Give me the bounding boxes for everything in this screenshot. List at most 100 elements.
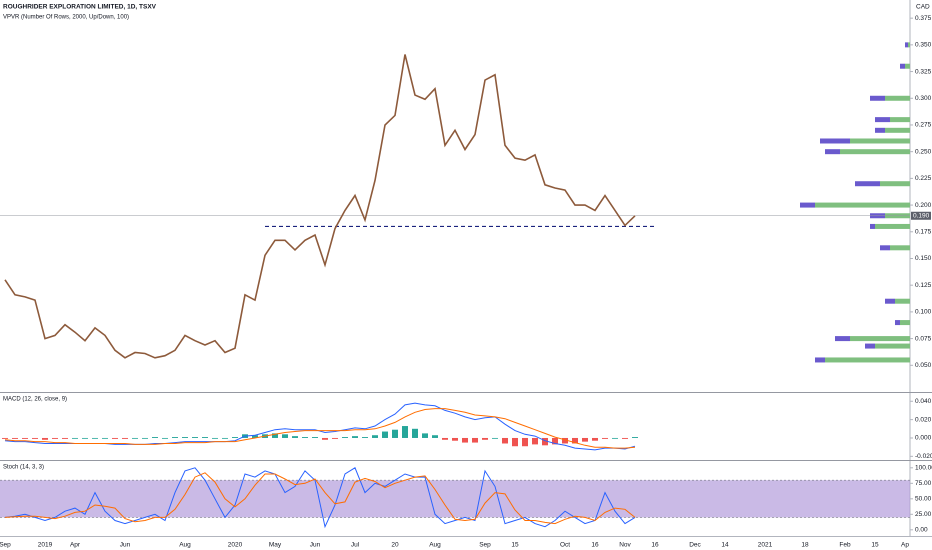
band-fill <box>0 480 910 518</box>
histogram-bar <box>102 437 108 439</box>
x-tick-label: Sep <box>479 542 491 549</box>
y-tick-label: 0.020 <box>915 416 932 423</box>
volume-down-bar <box>855 181 880 187</box>
histogram-bar <box>2 437 8 439</box>
y-tick-label: 0.075 <box>915 335 932 342</box>
x-tick-label: Jun <box>310 542 321 549</box>
x-tick-label: 2020 <box>228 542 243 549</box>
histogram-bar <box>422 433 428 438</box>
volume-down-bar <box>880 245 890 251</box>
volume-down-bar <box>875 117 890 123</box>
x-tick-label: 14 <box>721 542 729 549</box>
indicator-label: VPVR (Number Of Rows, 2000, Up/Down, 100… <box>3 15 129 21</box>
volume-down-bar <box>870 95 885 101</box>
histogram-bar <box>572 437 578 444</box>
histogram-bar <box>482 437 488 440</box>
volume-up-bar <box>895 298 910 304</box>
volume-up-bar <box>825 357 910 363</box>
histogram-bar <box>432 435 438 438</box>
y-tick-label: 0.150 <box>915 255 932 262</box>
y-tick-label: 0.275 <box>915 122 932 129</box>
volume-down-bar <box>820 138 850 144</box>
histogram-bar <box>322 437 328 440</box>
histogram-bar <box>582 437 588 442</box>
volume-up-bar <box>880 181 910 187</box>
histogram-bar <box>402 426 408 438</box>
x-tick-label: Aug <box>429 542 441 549</box>
y-tick-label: 0.100 <box>915 309 932 316</box>
y-tick-label: 0.050 <box>915 362 932 369</box>
histogram-bar <box>512 437 518 447</box>
x-tick-label: Ap <box>901 542 909 549</box>
y-tick-label: 0.225 <box>915 175 932 182</box>
y-tick-label: 0.325 <box>915 68 932 75</box>
histogram-bar <box>52 437 58 439</box>
histogram-bar <box>542 437 548 446</box>
currency-label: CAD <box>916 4 930 11</box>
histogram-bar <box>12 437 18 439</box>
y-tick-label: 0.250 <box>915 148 932 155</box>
histogram-bar <box>22 437 28 439</box>
histogram-bar <box>342 437 348 438</box>
histogram-bar <box>222 437 228 439</box>
volume-up-bar <box>908 42 910 48</box>
histogram-bar <box>632 437 638 438</box>
x-tick-label: 2021 <box>758 542 773 549</box>
volume-up-bar <box>885 95 910 101</box>
histogram-bar <box>362 437 368 438</box>
histogram-bar <box>312 437 318 438</box>
histogram-bar <box>32 437 38 439</box>
series-line <box>4 54 636 359</box>
volume-down-bar <box>875 127 885 133</box>
histogram-bar <box>492 437 498 439</box>
histogram-bar <box>152 437 158 438</box>
volume-up-bar <box>875 343 910 349</box>
x-tick-label: 15 <box>511 542 519 549</box>
histogram-bar <box>272 433 278 438</box>
y-tick-label: 0.350 <box>915 42 932 49</box>
y-tick-label: 25.00 <box>915 511 932 518</box>
chart-title: ROUGHRIDER EXPLORATION LIMITED, 1D, TSXV <box>3 4 157 11</box>
volume-down-bar <box>870 223 875 229</box>
histogram-bar <box>382 431 388 438</box>
y-tick-label: 0.300 <box>915 95 932 102</box>
histogram-bar <box>42 437 48 440</box>
x-tick-label: Sep <box>0 542 11 549</box>
x-tick-label: 18 <box>801 542 809 549</box>
y-tick-label: 0.125 <box>915 282 932 289</box>
histogram-bar <box>532 437 538 445</box>
histogram-bar <box>522 437 528 447</box>
histogram-bar <box>352 436 358 438</box>
volume-down-bar <box>815 357 825 363</box>
histogram-bar <box>252 435 258 438</box>
volume-down-bar <box>895 320 900 326</box>
x-tick-label: Jul <box>351 542 360 549</box>
volume-up-bar <box>850 336 910 342</box>
histogram-bar <box>62 437 68 439</box>
histogram-bar <box>442 437 448 440</box>
volume-down-bar <box>900 63 905 69</box>
volume-up-bar <box>890 117 910 123</box>
histogram-bar <box>282 434 288 438</box>
indicator-label: Stoch (14, 3, 3) <box>3 465 44 471</box>
y-tick-label: 50.00 <box>915 496 932 503</box>
histogram-bar <box>72 437 78 439</box>
series-line <box>4 408 636 449</box>
x-tick-label: Dec <box>689 542 701 549</box>
histogram-bar <box>182 437 188 438</box>
y-tick-label: 0.200 <box>915 202 932 209</box>
histogram-bar <box>122 437 128 439</box>
histogram-bar <box>392 429 398 438</box>
histogram-bar <box>112 437 118 439</box>
x-tick-label: 16 <box>591 542 599 549</box>
y-tick-label: 0.040 <box>915 398 932 405</box>
histogram-bar <box>552 437 558 445</box>
x-tick-label: Feb <box>839 542 851 549</box>
histogram-bar <box>462 437 468 443</box>
histogram-bar <box>602 437 608 439</box>
volume-up-bar <box>875 223 910 229</box>
volume-up-bar <box>885 127 910 133</box>
volume-up-bar <box>815 202 910 208</box>
